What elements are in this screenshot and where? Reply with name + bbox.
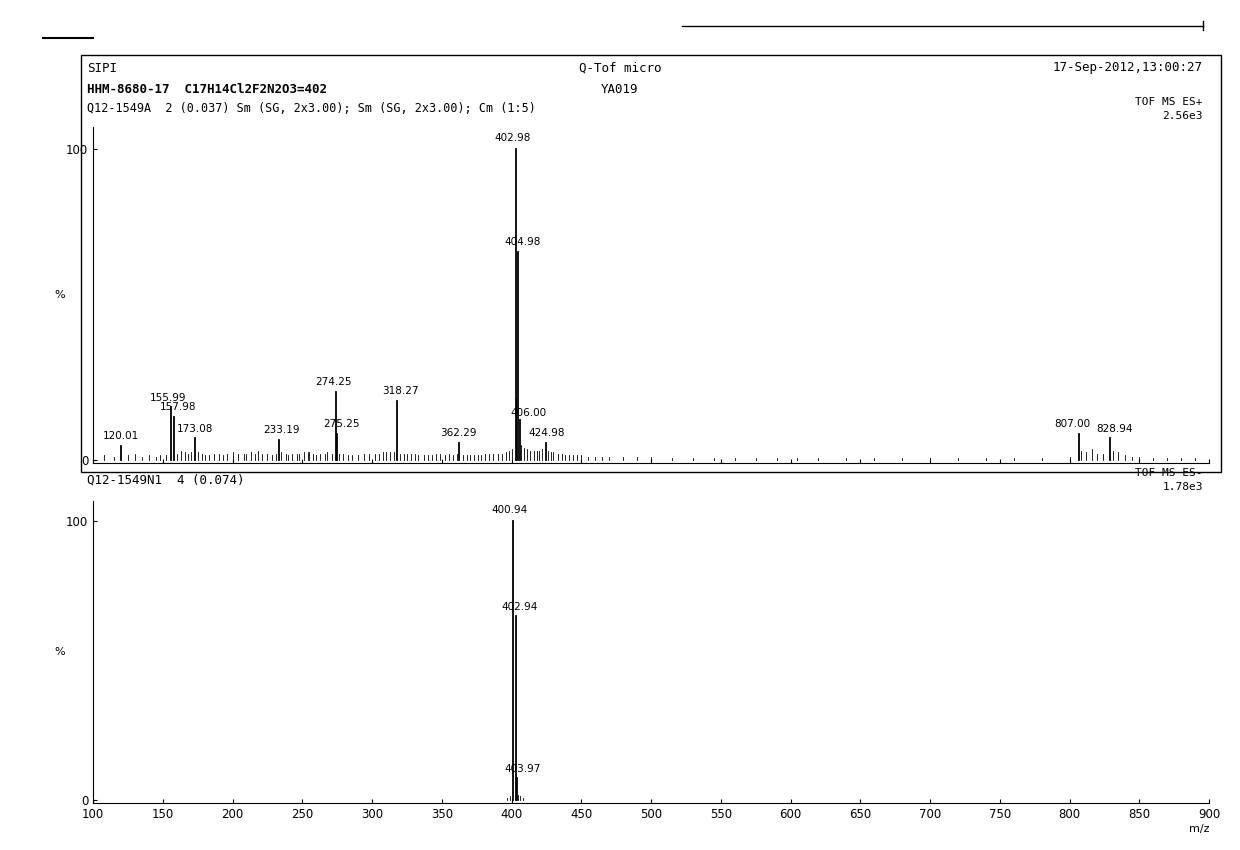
Text: 406.00: 406.00 [510,408,547,418]
Text: 275.25: 275.25 [324,419,360,429]
Text: 157.98: 157.98 [160,402,196,412]
Text: 17-Sep-2012,13:00:27: 17-Sep-2012,13:00:27 [1053,61,1203,75]
Text: 402.98: 402.98 [495,133,531,143]
Text: TOF MS ES+: TOF MS ES+ [1136,97,1203,107]
Text: %: % [55,648,64,657]
Text: 233.19: 233.19 [263,425,300,435]
Text: 404.98: 404.98 [505,237,541,247]
Text: 807.00: 807.00 [1054,419,1090,429]
Text: 403.97: 403.97 [505,764,541,774]
Text: Q-Tof micro: Q-Tof micro [579,61,661,75]
Text: %: % [55,291,64,300]
Text: 173.08: 173.08 [177,423,213,434]
Text: 424.98: 424.98 [528,428,564,439]
Text: SIPI: SIPI [87,61,117,75]
Text: 1.78e3: 1.78e3 [1162,482,1203,492]
Text: 2.56e3: 2.56e3 [1162,110,1203,121]
Text: 362.29: 362.29 [440,428,477,439]
Text: 318.27: 318.27 [382,387,419,396]
Text: Q12-1549N1  4 (0.074): Q12-1549N1 4 (0.074) [87,473,244,487]
Text: 400.94: 400.94 [492,506,528,515]
Text: TOF MS ES-: TOF MS ES- [1136,468,1203,479]
Text: HHM-8680-17  C17H14Cl2F2N2O3=402: HHM-8680-17 C17H14Cl2F2N2O3=402 [87,82,327,96]
Text: Q12-1549A  2 (0.037) Sm (SG, 2x3.00); Sm (SG, 2x3.00); Cm (1:5): Q12-1549A 2 (0.037) Sm (SG, 2x3.00); Sm … [87,102,536,116]
Text: 274.25: 274.25 [315,377,351,387]
Text: 402.94: 402.94 [502,602,538,612]
Text: YA019: YA019 [601,82,639,96]
Text: 155.99: 155.99 [150,393,186,403]
Text: 120.01: 120.01 [103,432,139,441]
Text: m/z: m/z [1188,824,1209,835]
Text: 828.94: 828.94 [1096,423,1132,434]
